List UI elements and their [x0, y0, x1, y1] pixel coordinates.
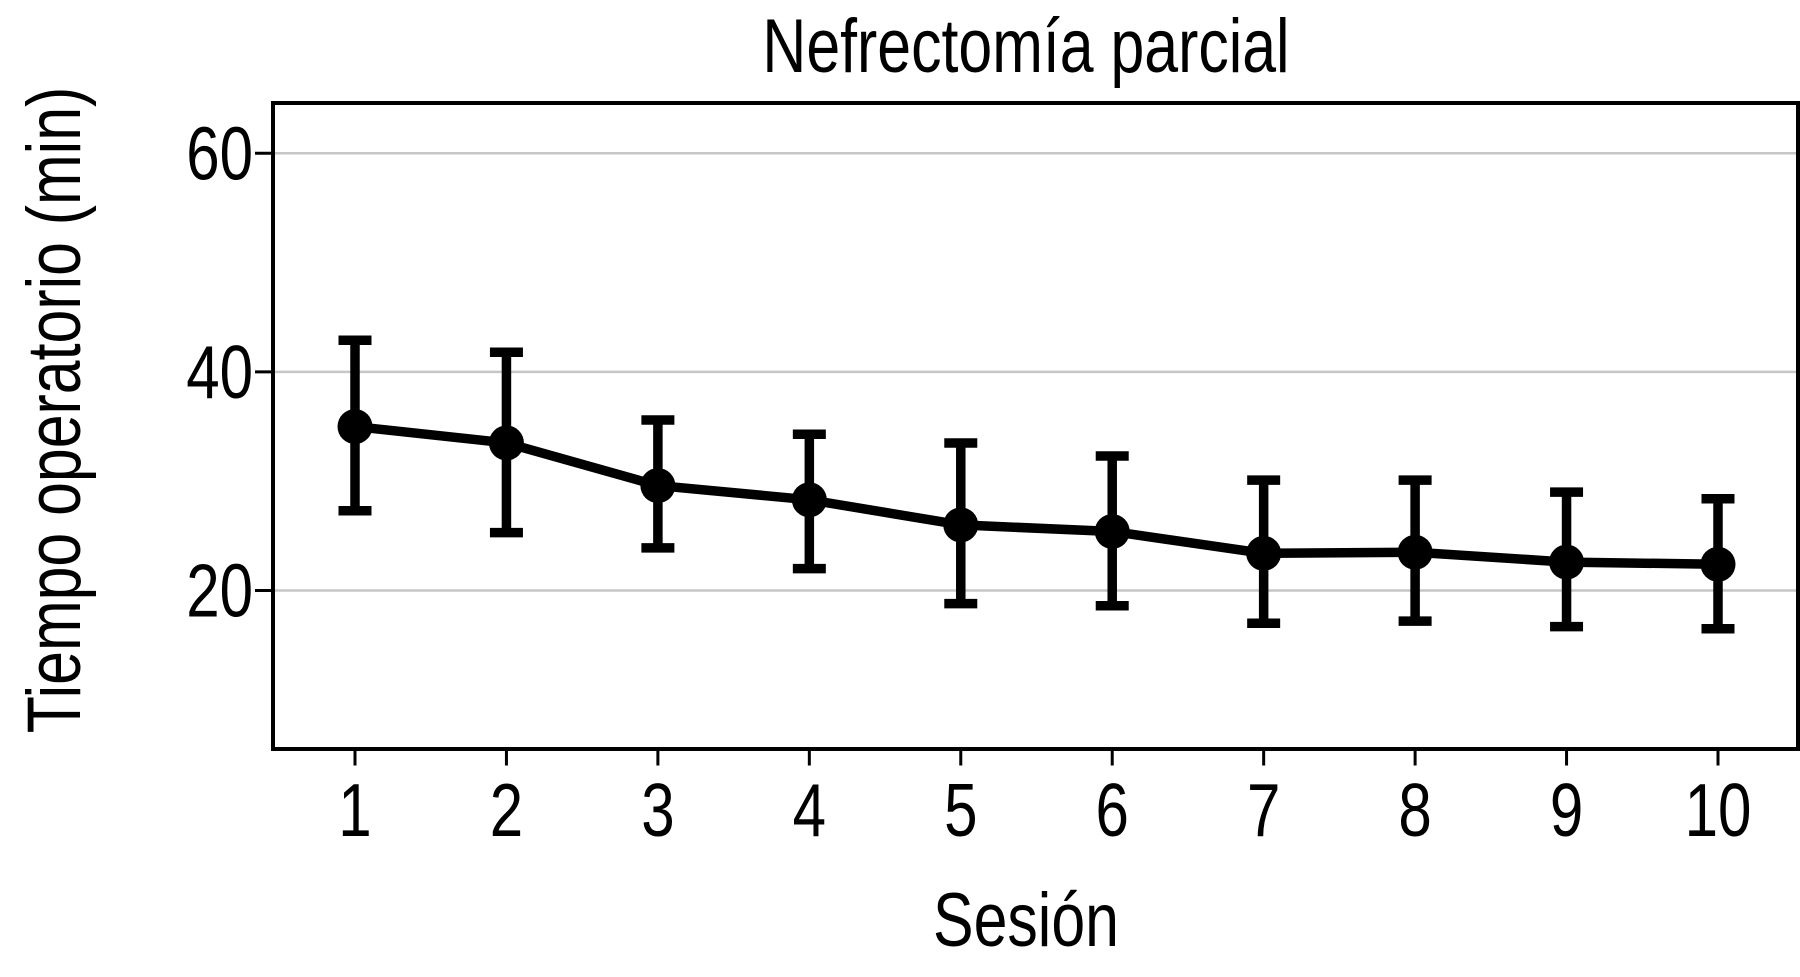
data-point-session-8 — [1397, 534, 1433, 570]
data-point-session-1 — [337, 409, 373, 445]
x-tick-label: 2 — [490, 768, 523, 852]
data-point-session-9 — [1549, 544, 1585, 580]
y-tick-label: 40 — [186, 330, 253, 414]
x-tick-label: 8 — [1398, 768, 1431, 852]
data-point-session-4 — [791, 482, 827, 518]
series-line — [354, 421, 1719, 570]
y-tick-label: 60 — [186, 111, 253, 195]
data-point-session-2 — [488, 425, 524, 461]
chart-title: Nefrectomía parcial — [762, 4, 1290, 89]
data-point-session-3 — [640, 468, 676, 504]
x-tick-label: 1 — [338, 768, 371, 852]
data-point-session-5 — [943, 507, 979, 543]
x-tick-label: 10 — [1685, 768, 1752, 852]
x-tick-label: 6 — [1096, 768, 1129, 852]
x-tick-label: 7 — [1247, 768, 1280, 852]
y-axis-label: Tiempo operatorio (min) — [12, 86, 97, 734]
x-tick-label: 4 — [793, 768, 826, 852]
plot-border — [271, 101, 1800, 751]
x-tick-label: 5 — [944, 768, 977, 852]
data-point-session-6 — [1094, 513, 1130, 549]
data-point-session-7 — [1246, 535, 1282, 571]
data-point-session-10 — [1700, 546, 1736, 582]
x-tick-label: 3 — [641, 768, 674, 852]
y-tick-label: 20 — [186, 549, 253, 633]
x-axis-label: Sesión — [933, 878, 1119, 963]
x-tick-label: 9 — [1550, 768, 1583, 852]
